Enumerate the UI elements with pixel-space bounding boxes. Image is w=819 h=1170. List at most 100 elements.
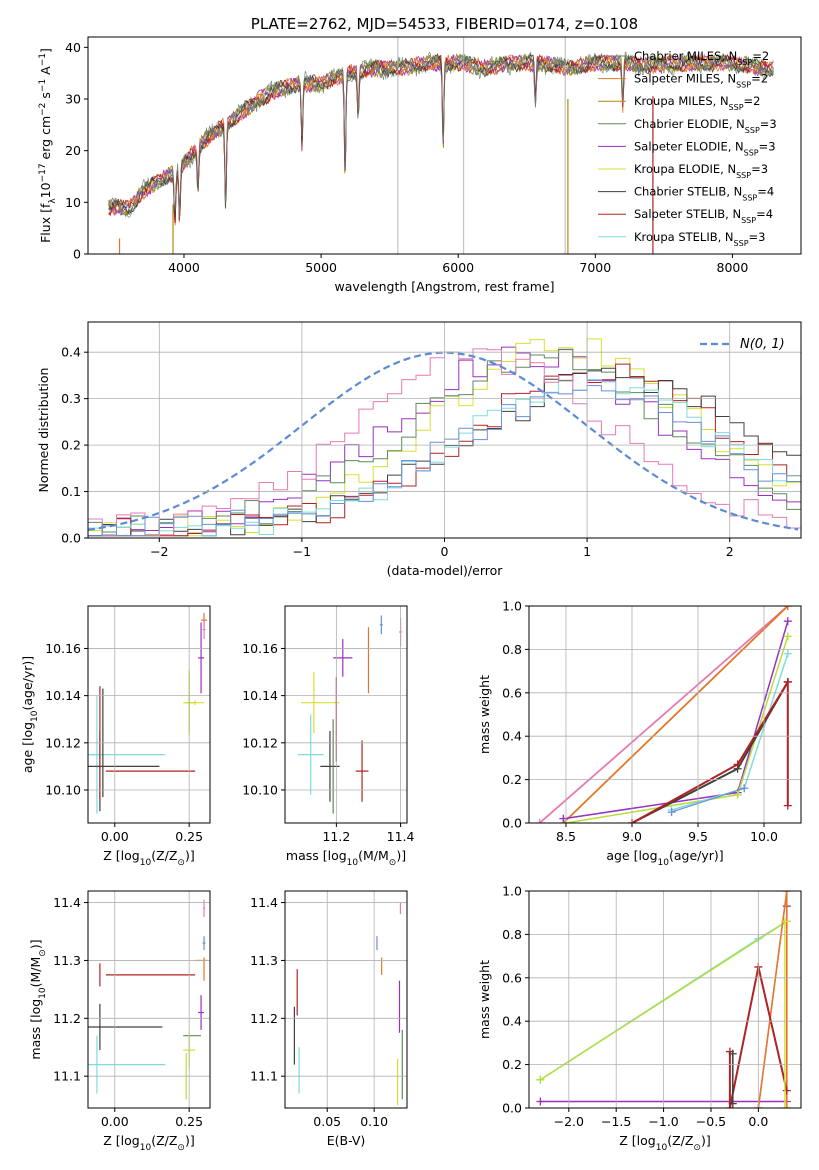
legend-entry: Kroupa STELIB, NSSP=3: [634, 230, 765, 248]
y-tick-label: 30: [65, 92, 81, 107]
weight_vs_age-plot-area: [535, 606, 792, 823]
x-tick-label: 0.0: [748, 1114, 768, 1129]
weight-line: [565, 636, 789, 823]
x-tick-label: −2: [150, 544, 168, 559]
y-axis-label: mass [log10(M/M⊙)]: [28, 939, 48, 1059]
weight-line: [563, 620, 789, 820]
y-tick-label: 0.6: [502, 685, 522, 700]
legend-entry: Chabrier MILES, NSSP=2: [634, 49, 769, 67]
spectrum-line: [108, 52, 774, 217]
y-tick-label: 11.4: [250, 895, 278, 910]
weight-marker: [725, 1104, 734, 1108]
age_vs_z-plot-area: [88, 613, 208, 814]
y-tick-label: 0: [73, 247, 81, 262]
chart-title: PLATE=2762, MJD=54533, FIBERID=0174, z=0…: [251, 15, 638, 33]
y-tick-label: 10.14: [242, 688, 278, 703]
legend-entry: N(0, 1): [740, 337, 785, 352]
normal-curve: [88, 351, 799, 531]
y-tick-label: 0.4: [502, 729, 522, 744]
spectrum-panel: 4000 5000 6000 7000 8000 0 10 20 30 40 wavelength …: [38, 15, 802, 294]
y-axis-label: mass weight: [477, 675, 492, 754]
y-tick-label: 10: [65, 195, 81, 210]
x-axis-label: Z [log10(Z/Z⊙)]: [103, 1133, 194, 1153]
legend-entry: Chabrier ELODIE, NSSP=3: [634, 117, 777, 135]
x-tick-label: 4000: [168, 260, 200, 275]
weight-line: [671, 653, 789, 811]
x-tick-label: 9.0: [622, 829, 642, 844]
x-tick-label: 9.5: [688, 829, 708, 844]
weight-line: [631, 678, 789, 823]
y-tick-label: 0.1: [61, 484, 81, 499]
weight-line: [757, 891, 788, 1108]
y-tick-label: 0.3: [61, 391, 81, 406]
legend-entry: Salpeter MILES, NSSP=2: [634, 72, 768, 90]
axes-frame: [284, 890, 408, 1109]
x-axis-label: mass [log10(M/M⊙)]: [286, 848, 406, 868]
y-tick-label: 20: [65, 143, 81, 158]
y-tick-label: 10.12: [45, 735, 81, 750]
x-tick-label: −1.0: [648, 1114, 678, 1129]
y-tick-label: 11.2: [250, 1011, 278, 1026]
y-tick-label: 11.3: [53, 953, 81, 968]
residuals-panel: −2 −1 0 1 2 0.0 0.1 0.2 0.3 0.4 (data-model)/error…: [36, 321, 802, 578]
x-tick-label: 10.0: [750, 829, 778, 844]
x-tick-label: 8000: [717, 260, 749, 275]
y-tick-label: 0.0: [502, 1101, 522, 1116]
y-tick-label: 11.2: [53, 1011, 81, 1026]
x-tick-label: 6000: [442, 260, 474, 275]
x-tick-label: 11.2: [322, 829, 350, 844]
y-axis-label: mass weight: [477, 960, 492, 1039]
x-axis-label: Z [log10(Z/Z⊙)]: [619, 1133, 710, 1153]
weight-marker: [535, 819, 544, 823]
x-tick-label: −1.5: [601, 1114, 631, 1129]
legend-entry: Salpeter ELODIE, NSSP=3: [634, 139, 776, 157]
weight-marker: [782, 1104, 791, 1108]
y-tick-label: 0.4: [61, 345, 81, 360]
axes-frame: [87, 890, 211, 1109]
y-tick-label: 0.2: [61, 438, 81, 453]
y-axis-label: age [log10(age/yr)]: [20, 656, 40, 773]
y-tick-label: 1.0: [502, 884, 522, 899]
y-axis-label: Flux [fλ10−17 erg cm−2 s−1 A−1]: [38, 48, 58, 243]
age_vs_z-panel: 0.00 0.25 10.10 10.12 10.14 10.16 Z [log10(Z/Z…: [20, 605, 211, 868]
weight-marker: [733, 760, 742, 769]
y-tick-label: 0.2: [502, 1057, 522, 1072]
weight-marker: [783, 677, 792, 686]
weight-marker: [783, 617, 792, 626]
x-tick-label: 0.05: [313, 1114, 341, 1129]
weight-marker: [667, 808, 676, 817]
y-axis-label: Normed distribution: [36, 368, 51, 493]
weight-line: [539, 606, 789, 823]
legend-entry: Salpeter STELIB, NSSP=4: [634, 207, 773, 225]
y-tick-label: 0.0: [61, 531, 81, 546]
age_vs_mass-panel: 11.2 11.4 10.10 10.12 10.14 10.16 mass [log10(…: [242, 605, 415, 868]
x-tick-label: −0.5: [696, 1114, 726, 1129]
weight-marker: [783, 632, 792, 641]
mass_vs_ebv-plot-area: [293, 902, 403, 1106]
x-tick-label: 0.00: [101, 1114, 129, 1129]
y-tick-label: 11.3: [250, 953, 278, 968]
mass_vs_ebv-panel: 0.05 0.10 11.1 11.2 11.3 11.4 E(B-V): [250, 890, 408, 1148]
x-tick-label: 0: [441, 544, 449, 559]
x-axis-label: (data-model)/error: [387, 563, 504, 578]
y-tick-label: 10.12: [242, 735, 278, 750]
legend-entry: Kroupa ELODIE, NSSP=3: [634, 162, 768, 180]
weight-marker: [733, 790, 742, 799]
x-tick-label: 0.25: [175, 829, 203, 844]
weight-marker: [782, 891, 791, 895]
weight-marker: [740, 784, 749, 793]
weight-marker: [783, 606, 792, 610]
y-tick-label: 40: [65, 40, 81, 55]
y-tick-label: 11.4: [53, 895, 81, 910]
x-tick-label: 7000: [579, 260, 611, 275]
spectrum-plot-area: [108, 51, 774, 254]
x-tick-label: 0.10: [360, 1114, 388, 1129]
weight-marker: [783, 801, 792, 810]
x-axis-label: wavelength [Angstrom, rest frame]: [334, 279, 554, 294]
weight-marker: [783, 649, 792, 658]
y-tick-label: 10.10: [242, 782, 278, 797]
weight-marker: [780, 1104, 789, 1108]
x-axis-label: age [log10(age/yr)]: [606, 848, 723, 868]
y-tick-label: 0.8: [502, 927, 522, 942]
